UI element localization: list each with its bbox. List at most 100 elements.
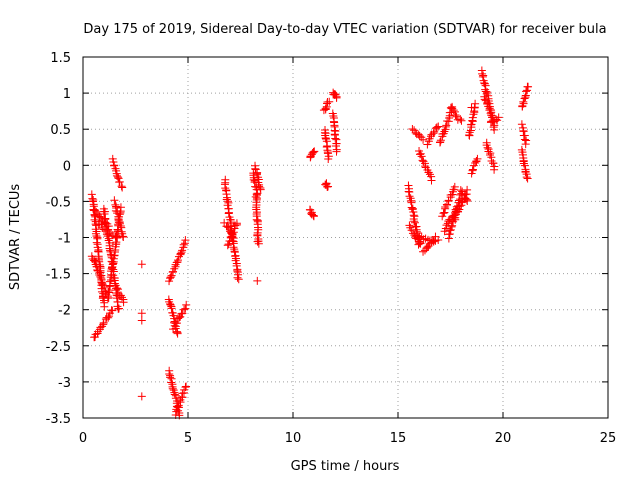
data-point	[174, 314, 183, 323]
x-axis-label: GPS time / hours	[291, 459, 400, 474]
data-marks	[87, 66, 533, 420]
data-point	[97, 220, 106, 229]
chart-title: Day 175 of 2019, Sidereal Day-to-day VTE…	[83, 22, 606, 37]
data-point	[483, 143, 492, 152]
data-point	[321, 104, 330, 113]
data-point	[419, 135, 428, 144]
data-point	[181, 383, 190, 392]
data-point	[453, 207, 462, 216]
data-point	[117, 227, 126, 236]
data-point	[465, 128, 474, 137]
data-point	[166, 273, 175, 282]
data-point	[98, 322, 107, 331]
data-point	[117, 182, 126, 191]
data-point	[114, 174, 123, 183]
data-point	[417, 152, 426, 161]
data-point	[137, 392, 146, 401]
y-tick-label: 1.5	[50, 51, 71, 66]
data-point	[105, 244, 114, 253]
data-point	[331, 141, 340, 150]
x-tick-label: 10	[285, 431, 302, 446]
data-point	[522, 173, 531, 182]
data-point	[103, 292, 112, 301]
data-point	[521, 168, 530, 177]
data-point	[331, 134, 340, 143]
data-point	[137, 260, 146, 269]
data-point	[110, 279, 119, 288]
data-point	[93, 266, 102, 275]
data-point	[325, 97, 334, 106]
y-axis-label: SDTVAR / TECUs	[8, 184, 23, 291]
data-point	[432, 123, 441, 132]
data-point	[115, 177, 124, 186]
data-point	[450, 107, 459, 116]
data-point	[430, 127, 439, 136]
data-point	[456, 186, 465, 195]
data-point	[173, 256, 182, 265]
data-point	[440, 208, 449, 217]
data-point	[463, 196, 472, 205]
data-point	[456, 115, 465, 124]
data-point	[404, 187, 413, 196]
data-point	[447, 104, 456, 113]
data-point	[457, 116, 466, 125]
data-point	[436, 138, 445, 147]
data-point	[478, 72, 487, 81]
data-point	[434, 122, 443, 131]
data-point	[490, 125, 499, 134]
gridlines	[83, 57, 608, 418]
data-point	[87, 190, 96, 199]
data-point	[170, 264, 179, 273]
data-point	[447, 222, 456, 231]
data-point	[441, 122, 450, 131]
data-point	[410, 231, 419, 240]
data-point	[471, 159, 480, 168]
y-tick-label: 1	[63, 87, 71, 102]
y-tick-label: -3.5	[46, 412, 71, 427]
data-point	[181, 304, 190, 313]
data-point	[178, 389, 187, 398]
data-point	[487, 108, 496, 117]
data-point	[107, 263, 116, 272]
data-point	[119, 233, 128, 242]
data-point	[137, 316, 146, 325]
data-point	[232, 219, 241, 228]
data-point	[99, 320, 108, 329]
data-point	[431, 232, 440, 241]
data-point	[455, 202, 464, 211]
data-point	[170, 390, 179, 399]
data-point	[116, 291, 125, 300]
data-point	[173, 329, 182, 338]
data-point	[118, 183, 127, 192]
data-point	[104, 313, 113, 322]
data-point	[110, 196, 119, 205]
data-point	[322, 142, 331, 151]
data-point	[98, 280, 107, 289]
data-point	[332, 147, 341, 156]
data-point	[329, 111, 338, 120]
data-point	[168, 384, 177, 393]
data-point	[223, 241, 232, 250]
data-point	[406, 196, 415, 205]
data-point	[424, 168, 433, 177]
data-point	[92, 207, 101, 216]
data-point	[119, 298, 128, 307]
y-tick-label: -2.5	[46, 340, 71, 355]
data-point	[448, 102, 457, 111]
data-point	[182, 300, 191, 309]
data-point	[416, 239, 425, 248]
data-point	[112, 284, 121, 293]
data-point	[415, 132, 424, 141]
data-point	[427, 176, 436, 185]
data-point	[410, 218, 419, 227]
data-point	[309, 148, 318, 157]
data-point	[517, 120, 526, 129]
data-point	[95, 271, 104, 280]
data-point	[310, 147, 319, 156]
data-point	[253, 276, 262, 285]
data-point	[105, 277, 114, 286]
data-point	[105, 286, 114, 295]
data-point	[254, 225, 263, 234]
